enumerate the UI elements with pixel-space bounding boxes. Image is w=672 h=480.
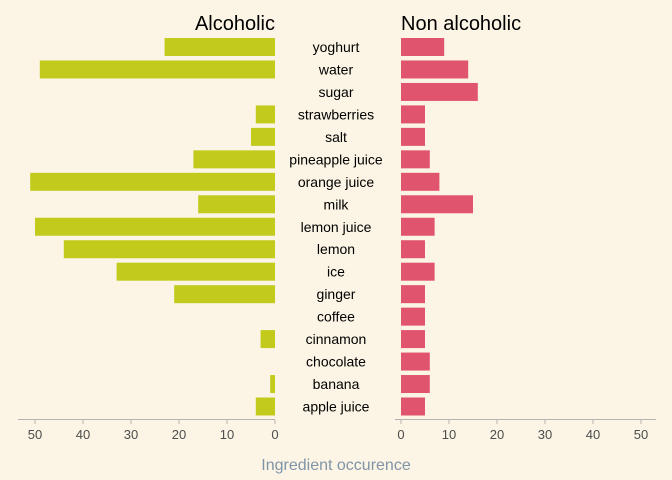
alcoholic-bar <box>30 172 276 191</box>
x-tick-label: 20 <box>490 427 504 442</box>
category-label: coffee <box>317 309 355 325</box>
alcoholic-bar <box>270 375 275 394</box>
x-tick-label: 30 <box>538 427 552 442</box>
alcoholic-bar <box>164 38 275 56</box>
category-label: salt <box>325 129 347 145</box>
alcoholic-bar <box>39 60 275 79</box>
category-label: ice <box>327 264 345 280</box>
non-alcoholic-bar <box>401 352 430 371</box>
x-tick-label: 0 <box>397 427 404 442</box>
category-label: orange juice <box>298 174 374 190</box>
non-alcoholic-bar <box>401 82 478 101</box>
non-alcoholic-bar <box>401 172 440 191</box>
non-alcoholic-bar <box>401 38 445 56</box>
x-axis-ticks: 50 40 30 20 10 0 0 10 20 30 40 50 <box>28 420 648 442</box>
category-label: apple juice <box>303 399 370 415</box>
category-label: pineapple juice <box>289 151 383 167</box>
alcoholic-bar <box>251 127 275 146</box>
alcoholic-bars <box>30 38 276 416</box>
non-alcoholic-bar <box>401 217 435 236</box>
non-alcoholic-bar <box>401 127 425 146</box>
x-axis-title: Ingredient occurence <box>261 457 411 474</box>
category-label: yoghurt <box>313 39 360 55</box>
alcoholic-bar <box>174 285 275 304</box>
category-label: lemon <box>317 241 355 257</box>
alcoholic-bar <box>255 397 275 416</box>
non-alcoholic-bar <box>401 285 425 304</box>
category-label: cinnamon <box>306 331 367 347</box>
non-alcoholic-bar <box>401 60 469 79</box>
non-alcoholic-bar <box>401 307 425 326</box>
category-label: sugar <box>318 84 353 100</box>
x-tick-label: 20 <box>172 427 186 442</box>
alcoholic-panel-title: Alcoholic <box>195 13 275 35</box>
category-label: chocolate <box>306 354 366 370</box>
non-alcoholic-bar <box>401 262 435 281</box>
x-tick-label: 40 <box>586 427 600 442</box>
alcoholic-bar <box>63 240 275 259</box>
alcoholic-bar <box>193 150 275 169</box>
x-tick-label: 40 <box>76 427 90 442</box>
non-alcoholic-bar <box>401 397 425 416</box>
non-alcoholic-panel-title: Non alcoholic <box>401 13 521 35</box>
category-label: milk <box>324 196 350 212</box>
category-label: lemon juice <box>301 219 372 235</box>
alcoholic-bar <box>116 262 275 281</box>
alcoholic-bar <box>35 217 275 236</box>
non-alcoholic-bar <box>401 105 425 124</box>
non-alcoholic-bars <box>401 38 478 416</box>
x-tick-label: 50 <box>634 427 648 442</box>
non-alcoholic-bar <box>401 375 430 394</box>
category-label: strawberries <box>298 106 374 122</box>
x-tick-label: 50 <box>28 427 42 442</box>
category-label: water <box>318 61 354 77</box>
category-labels: yoghurt water sugar strawberries salt pineapp… <box>289 39 383 415</box>
non-alcoholic-bar <box>401 150 430 169</box>
alcoholic-bar <box>198 195 275 214</box>
x-tick-label: 10 <box>220 427 234 442</box>
non-alcoholic-bar <box>401 240 425 259</box>
x-tick-label: 30 <box>124 427 138 442</box>
x-tick-label: 10 <box>442 427 456 442</box>
non-alcoholic-bar <box>401 330 425 349</box>
alcoholic-bar <box>255 105 275 124</box>
category-label: ginger <box>317 286 356 302</box>
alcoholic-bar <box>260 330 275 349</box>
non-alcoholic-bar <box>401 195 473 214</box>
category-label: banana <box>313 376 360 392</box>
x-tick-label: 0 <box>271 427 278 442</box>
